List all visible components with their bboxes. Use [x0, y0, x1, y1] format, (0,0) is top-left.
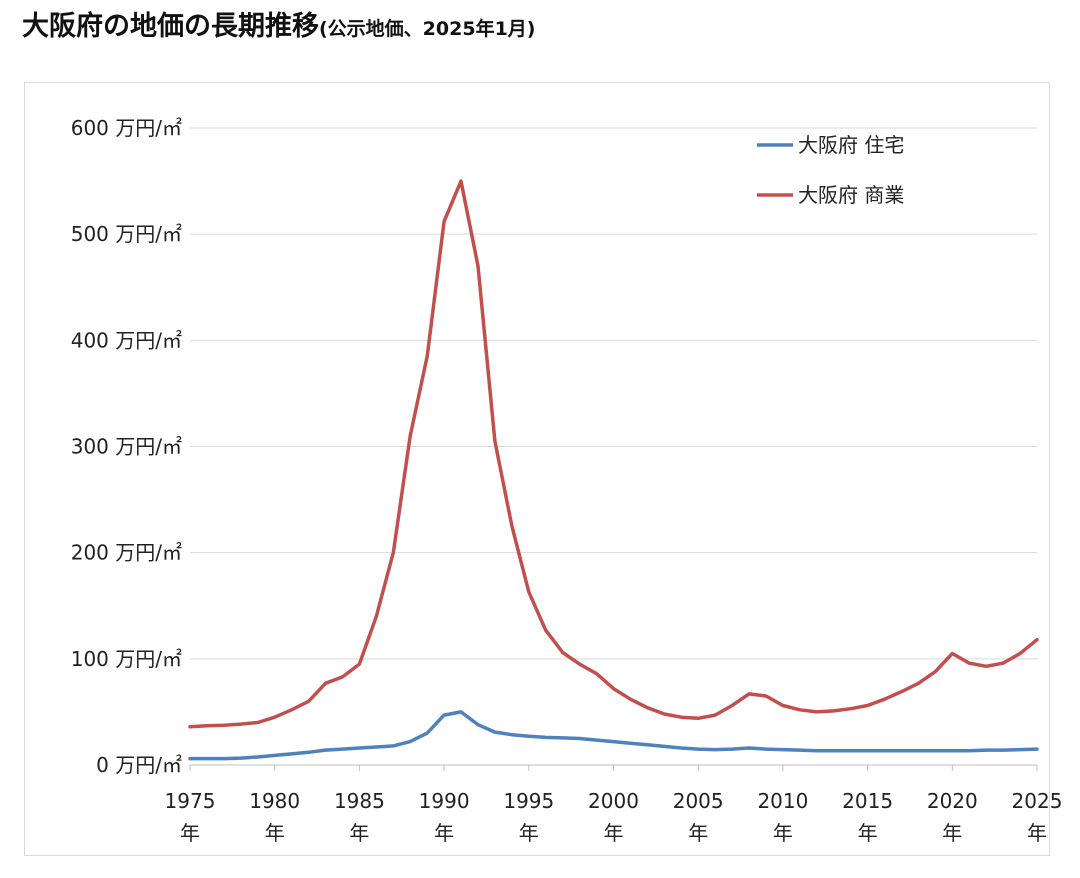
x-tick-suffix-1: 年: [265, 821, 285, 845]
y-tick-label-2: 200 万円/㎡: [71, 541, 182, 565]
x-tick-suffix-6: 年: [688, 821, 708, 845]
y-tick-label-6: 600 万円/㎡: [71, 116, 182, 140]
legend-label-0: 大阪府 住宅: [798, 133, 904, 157]
x-tick-suffix-8: 年: [858, 821, 878, 845]
y-tick-label-0: 0 万円/㎡: [96, 753, 182, 777]
page-title: 大阪府の地価の長期推移(公示地価、2025年1月): [22, 4, 535, 43]
x-tick-label-7: 2010: [757, 789, 808, 813]
x-tick-label-3: 1990: [419, 789, 470, 813]
series-line-0: [188, 710, 1039, 761]
x-tick-label-2: 1985: [334, 789, 385, 813]
x-tick-label-0: 1975: [165, 789, 216, 813]
x-tick-label-5: 2000: [588, 789, 639, 813]
x-tick-suffix-3: 年: [434, 821, 454, 845]
x-tick-label-1: 1980: [249, 789, 300, 813]
x-tick-label-9: 2020: [927, 789, 978, 813]
x-tick-suffix-4: 年: [519, 821, 539, 845]
y-tick-label-4: 400 万円/㎡: [71, 328, 182, 352]
x-tick-label-6: 2005: [673, 789, 724, 813]
x-tick-suffix-2: 年: [349, 821, 369, 845]
page-title-sub: (公示地価、2025年1月): [319, 18, 536, 40]
series-line-1: [188, 179, 1039, 729]
y-tick-label-5: 500 万円/㎡: [71, 222, 182, 246]
y-tick-label-1: 100 万円/㎡: [71, 647, 182, 671]
x-tick-label-8: 2015: [842, 789, 893, 813]
x-tick-suffix-9: 年: [942, 821, 962, 845]
y-tick-label-3: 300 万円/㎡: [71, 435, 182, 459]
x-tick-label-10: 2025: [1012, 789, 1063, 813]
x-tick-suffix-5: 年: [604, 821, 624, 845]
legend-label-1: 大阪府 商業: [798, 183, 904, 207]
page-title-main: 大阪府の地価の長期推移: [22, 11, 319, 42]
x-tick-suffix-0: 年: [180, 821, 200, 845]
x-tick-suffix-7: 年: [773, 821, 793, 845]
x-tick-label-4: 1995: [503, 789, 554, 813]
x-tick-suffix-10: 年: [1027, 821, 1047, 845]
